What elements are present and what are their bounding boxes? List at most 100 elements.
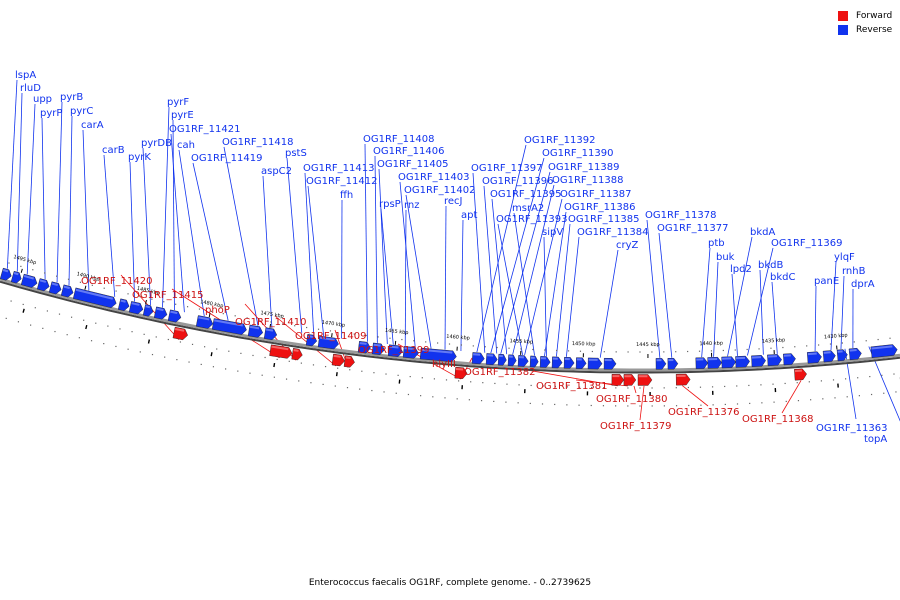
- gene-arrow: [587, 357, 603, 370]
- gene-highlight: [576, 358, 582, 361]
- leader-og1rf-11413: [304, 172, 315, 335]
- grid-dot: [66, 334, 68, 336]
- gene-arrow: [72, 287, 117, 309]
- grid-dot: [877, 338, 879, 341]
- grid-dot: [103, 287, 105, 289]
- grid-dot: [615, 405, 617, 407]
- gene-highlight: [39, 279, 47, 283]
- grid-dot: [155, 336, 157, 338]
- gene-arrow: [454, 366, 468, 379]
- label-og1rf-11419: OG1RF_11419: [191, 153, 263, 164]
- leader-og1rf-11380: [633, 385, 637, 394]
- tick-label-0: 1495 kbp: [13, 254, 37, 266]
- grid-dot: [285, 378, 288, 380]
- leader-pyrb: [56, 101, 63, 283]
- grid-dot: [785, 400, 787, 403]
- label-og1rf-11396: OG1RF_11396: [482, 176, 554, 187]
- gene-rev-16: [305, 334, 318, 347]
- grid-dot: [20, 265, 22, 268]
- gene-arrow: [142, 304, 154, 317]
- gene-arrow: [331, 353, 345, 367]
- grid-dot: [639, 387, 641, 389]
- grid-dot: [858, 395, 860, 397]
- gene-highlight: [518, 356, 525, 359]
- grid-dot: [651, 351, 653, 353]
- gene-highlight: [499, 354, 503, 358]
- grid-dot: [602, 405, 605, 407]
- label-og1rf-11421: OG1RF_11421: [169, 124, 241, 135]
- gene-rev-4: [48, 281, 62, 295]
- leader-pyrp: [41, 117, 46, 280]
- label-ylqf: ylqF: [834, 252, 855, 263]
- grid-dot: [127, 348, 129, 350]
- tick-label-10: 1445 kbp: [636, 342, 660, 348]
- label-og1rf-11382: OG1RF_11382: [464, 367, 536, 378]
- label-og1rf-11377: OG1RF_11377: [657, 223, 729, 234]
- gene-highlight: [530, 356, 535, 359]
- leader-og1rf-11397: [472, 172, 486, 353]
- grid-dot: [425, 341, 427, 343]
- grid-dot: [17, 321, 20, 323]
- grid-dot: [482, 382, 484, 384]
- gene-highlight: [807, 352, 817, 356]
- gene-arrow: [822, 350, 836, 363]
- gene-fwd-7: [623, 374, 637, 386]
- grid-dot: [651, 387, 653, 389]
- gene-rev-46: [836, 349, 848, 362]
- grid-dot: [90, 340, 93, 342]
- gene-arrow: [603, 357, 617, 370]
- grid-dot: [663, 387, 665, 389]
- gene-rev-22: [419, 347, 457, 362]
- gene-highlight: [638, 375, 648, 378]
- tick-mark: [145, 299, 147, 305]
- leader-rnz: [404, 209, 407, 346]
- grid-dot: [264, 356, 266, 359]
- grid-dot: [806, 345, 808, 347]
- gene-rev-24: [485, 353, 498, 366]
- tick-label-8: 1455 kbp: [509, 338, 533, 345]
- grid-dot: [273, 376, 275, 378]
- gene-arrow: [623, 374, 637, 386]
- gene-highlight: [421, 348, 453, 354]
- label-phop: phoP: [205, 305, 230, 316]
- gene-arrow: [539, 356, 551, 368]
- leader-og1rf-11389: [500, 171, 551, 354]
- grid-dot: [200, 363, 202, 366]
- gene-arrow: [611, 374, 625, 386]
- gene-fwd-5: [454, 366, 468, 379]
- grid-dot: [505, 401, 507, 403]
- gene-arrow: [402, 346, 419, 359]
- grid-dot: [460, 344, 463, 346]
- grid-dot: [578, 386, 581, 388]
- grid-dot: [472, 345, 474, 347]
- gene-highlight: [389, 345, 399, 349]
- gene-arrow: [667, 358, 679, 370]
- gene-fwd-10: [794, 368, 807, 381]
- grid-dot: [432, 396, 434, 398]
- leader-bkdc: [771, 281, 778, 354]
- minor-tick: [273, 362, 276, 368]
- gene-fwd-6: [611, 374, 625, 386]
- label-og1rf-11369: OG1RF_11369: [771, 238, 843, 249]
- grid-dot: [83, 319, 85, 321]
- grid-dot: [167, 338, 169, 341]
- gene-rev-36: [667, 358, 679, 370]
- grid-dot: [212, 366, 215, 368]
- gene-rev-43: [783, 353, 796, 366]
- leader-cara: [82, 129, 90, 291]
- grid-dot: [529, 402, 531, 405]
- gene-highlight: [455, 367, 464, 371]
- grid-dot: [846, 396, 848, 398]
- label-pyrp: pyrP: [40, 108, 62, 119]
- grid-dot: [870, 393, 873, 396]
- grid-dot: [663, 351, 665, 353]
- grid-dot: [164, 356, 166, 358]
- label-og1rf-11418: OG1RF_11418: [222, 137, 294, 148]
- grid-dot: [508, 347, 510, 349]
- grid-dot: [517, 402, 519, 404]
- leader-og1rf-11396: [483, 185, 498, 354]
- label-og1rf-11390: OG1RF_11390: [542, 148, 614, 159]
- gene-rev-7: [117, 298, 130, 312]
- label-pyrf: pyrF: [167, 97, 189, 108]
- label-og1rf-11380: OG1RF_11380: [596, 394, 668, 405]
